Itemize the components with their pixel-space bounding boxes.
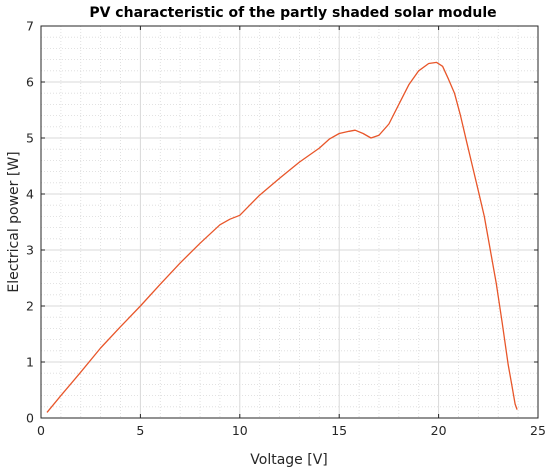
x-axis-label: Voltage [V] bbox=[250, 452, 327, 468]
x-tick-label: 15 bbox=[331, 423, 347, 438]
y-tick-label: 4 bbox=[26, 187, 34, 202]
x-tick-labels: 0 5 10 15 20 25 bbox=[37, 423, 546, 438]
y-tick-label: 1 bbox=[26, 355, 34, 370]
y-tick-label: 3 bbox=[26, 243, 34, 258]
plot-area-frame bbox=[40, 25, 539, 419]
y-tick-labels: 0 1 2 3 4 5 6 7 bbox=[26, 19, 34, 426]
series-line-0 bbox=[46, 61, 518, 413]
y-tick-label: 7 bbox=[26, 19, 34, 34]
grid bbox=[40, 25, 539, 419]
series-layer bbox=[46, 61, 518, 413]
y-axis-label: Electrical power [W] bbox=[6, 151, 22, 292]
x-tick-label: 0 bbox=[37, 423, 45, 438]
axis-ticks bbox=[40, 25, 539, 419]
x-tick-label: 10 bbox=[232, 423, 248, 438]
x-tick-label: 5 bbox=[136, 423, 144, 438]
y-tick-label: 0 bbox=[26, 411, 34, 426]
y-tick-label: 6 bbox=[26, 75, 34, 90]
x-tick-label: 25 bbox=[530, 423, 546, 438]
y-tick-label: 5 bbox=[26, 131, 34, 146]
y-tick-label: 2 bbox=[26, 299, 34, 314]
x-tick-label: 20 bbox=[431, 423, 447, 438]
chart-title: PV characteristic of the partly shaded s… bbox=[89, 5, 496, 21]
